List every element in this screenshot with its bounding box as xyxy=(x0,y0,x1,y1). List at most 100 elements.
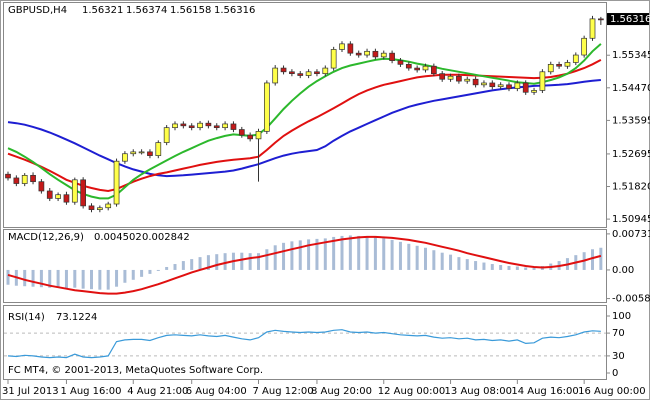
candle-body xyxy=(556,63,562,67)
macd-bar xyxy=(407,243,411,270)
macd-bar xyxy=(315,238,319,270)
macd-bar xyxy=(273,245,277,270)
candle-body xyxy=(372,50,379,58)
y-tick-label: 0 xyxy=(612,368,618,379)
candle-body xyxy=(272,67,279,84)
candle-body xyxy=(481,82,487,86)
macd-bar xyxy=(148,269,152,274)
macd-bar xyxy=(64,269,68,289)
macd-bar xyxy=(48,269,52,288)
candle-body xyxy=(489,82,496,88)
x-tick-label: 13 Aug 08:00 xyxy=(445,386,512,397)
macd-bar xyxy=(348,235,352,270)
candle-body xyxy=(506,84,512,89)
macd-signal-value: 0.002842 xyxy=(142,232,190,243)
macd-bar xyxy=(424,247,427,270)
indicator-line xyxy=(7,43,602,200)
macd-bar xyxy=(415,245,419,270)
candle-body xyxy=(163,127,170,143)
x-tick-label: 14 Aug 16:00 xyxy=(511,386,578,397)
macd-bar xyxy=(465,259,469,270)
macd-bar xyxy=(449,254,453,270)
y-tick-label: 70 xyxy=(612,328,625,339)
y-tick-label: 30 xyxy=(612,351,625,362)
macd-bar xyxy=(257,253,260,270)
candle-body xyxy=(497,84,504,88)
candle-body xyxy=(589,18,596,39)
macd-hist-value: 0.004502 xyxy=(94,232,142,243)
x-tick-label: 16 Aug 00:00 xyxy=(578,386,645,397)
candle-body xyxy=(389,52,395,61)
rsi-value: 73.1224 xyxy=(56,312,97,323)
macd-bar xyxy=(332,236,336,270)
y-tick-label: 100 xyxy=(612,311,631,322)
candle-body xyxy=(472,78,479,86)
candle-body xyxy=(188,125,195,129)
candle-body xyxy=(330,49,337,69)
macd-bar xyxy=(490,264,494,270)
y-tick-label: 1.52695 xyxy=(612,149,650,160)
candle-body xyxy=(422,65,429,71)
indicator-line xyxy=(7,59,602,193)
candle-body xyxy=(355,52,362,56)
candle-body xyxy=(247,134,253,140)
macd-bar xyxy=(173,264,177,270)
candle-body xyxy=(447,75,454,80)
candle-body xyxy=(197,122,203,129)
macd-bar xyxy=(56,269,60,288)
plot-layer: 1.55345 1.54470 1.53595 1.52695 1.51820 1.509… xyxy=(2,13,650,397)
macd-bar xyxy=(499,265,503,270)
macd-bar xyxy=(290,241,294,270)
macd-bar xyxy=(373,237,377,270)
candle-body xyxy=(597,18,604,21)
macd-bar xyxy=(140,269,144,277)
macd-bar xyxy=(165,266,169,270)
x-tick-label: 1 Aug 16:00 xyxy=(60,386,121,397)
current-price-box xyxy=(607,13,649,26)
macd-bar xyxy=(365,236,369,270)
candle-body xyxy=(405,63,412,69)
candle-body xyxy=(464,78,471,82)
candle-body xyxy=(105,203,112,209)
macd-bar xyxy=(323,238,327,270)
macd-label: MACD(12,26,9) xyxy=(8,232,84,243)
macd-bar xyxy=(115,269,119,287)
macd-bar xyxy=(98,269,102,290)
rsi-panel xyxy=(3,305,607,380)
candle-body xyxy=(581,37,588,56)
candle-body xyxy=(205,122,212,127)
candle-body xyxy=(397,60,404,65)
macd-bar xyxy=(398,241,402,270)
y-tick-label: 0.00 xyxy=(612,265,634,276)
indicator-line xyxy=(7,329,601,359)
macd-panel xyxy=(3,229,607,303)
x-tick-label: 31 Jul 2013 xyxy=(2,386,59,397)
candle-body xyxy=(21,174,28,184)
candle-body xyxy=(539,71,546,91)
macd-bar xyxy=(90,269,93,290)
indicator-line xyxy=(7,79,601,178)
candle-body xyxy=(155,142,162,156)
indicator-line xyxy=(7,235,602,295)
candle-body xyxy=(514,82,521,89)
macd-bar xyxy=(282,242,286,270)
header-low: 1.56158 xyxy=(170,5,211,16)
candle-body xyxy=(213,125,220,129)
header-high: 1.56374 xyxy=(126,5,167,16)
candle-body xyxy=(38,181,45,192)
candle-body xyxy=(255,131,262,140)
candle-body xyxy=(431,65,437,75)
x-tick-label: 12 Aug 00:00 xyxy=(378,386,445,397)
macd-bar xyxy=(6,269,10,285)
candle-body xyxy=(172,123,178,129)
candle-body xyxy=(88,205,95,210)
macd-bar xyxy=(248,253,252,270)
candle-body xyxy=(96,207,103,210)
header-open: 1.56321 xyxy=(82,5,123,16)
current-price-label: 1.56316 xyxy=(610,14,650,25)
candle-body xyxy=(547,63,554,73)
footer: FC MT4, © 2001-2013, MetaQuotes Software… xyxy=(8,365,263,376)
candle-body xyxy=(522,82,529,93)
macd-bar xyxy=(39,269,43,288)
